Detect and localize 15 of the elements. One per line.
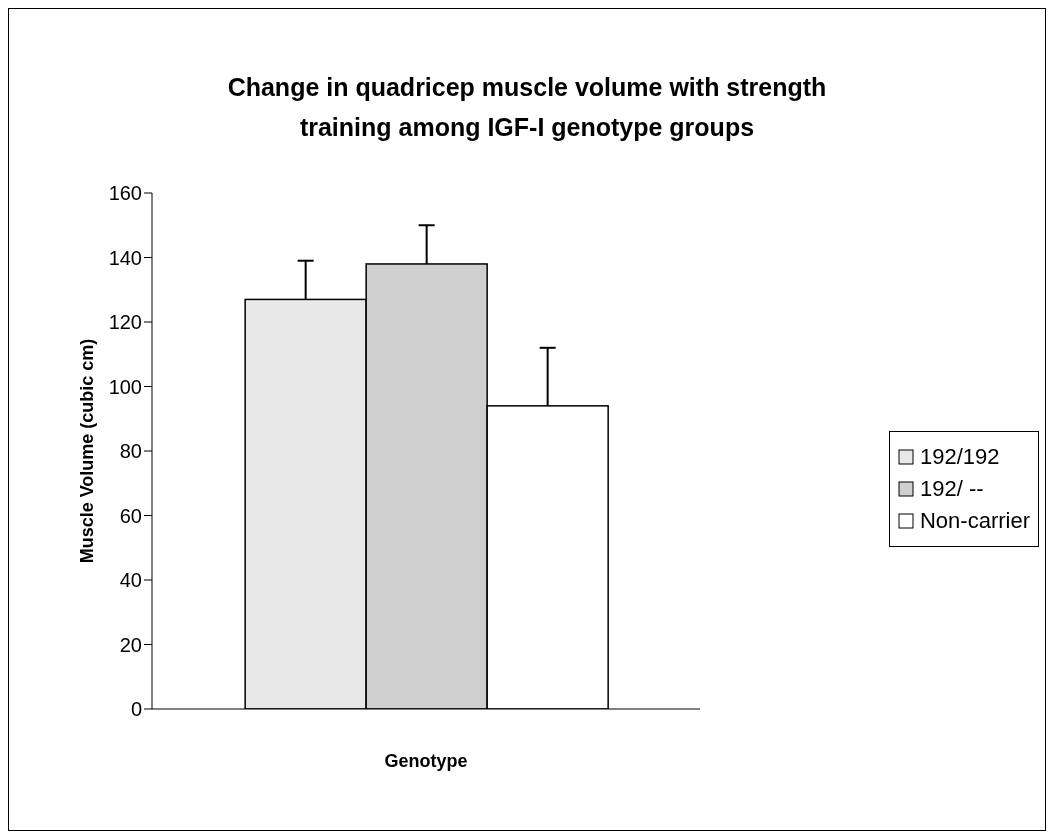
y-tick-label: 40	[119, 569, 142, 592]
x-axis-title: Genotype	[384, 751, 468, 771]
chart-title: Change in quadricep muscle volume with strength training among IGF-I genotype groups	[226, 72, 828, 143]
y-tick-label: 120	[108, 311, 142, 334]
legend-label: Non-carrier	[919, 508, 1030, 534]
y-tick-label: 80	[119, 440, 142, 463]
y-tick-label: 100	[108, 375, 142, 398]
y-tick-label: 140	[108, 246, 142, 269]
y-axis-title: Muscle Volume (cubic cm)	[77, 338, 98, 564]
y-tick-label: 20	[119, 633, 142, 656]
legend-label: 192/192	[919, 444, 1000, 470]
y-tick-label: 60	[119, 504, 142, 527]
y-tick-label: 0	[130, 698, 142, 721]
legend-label: 192/ --	[919, 476, 984, 502]
y-tick-label: 160	[108, 182, 142, 205]
